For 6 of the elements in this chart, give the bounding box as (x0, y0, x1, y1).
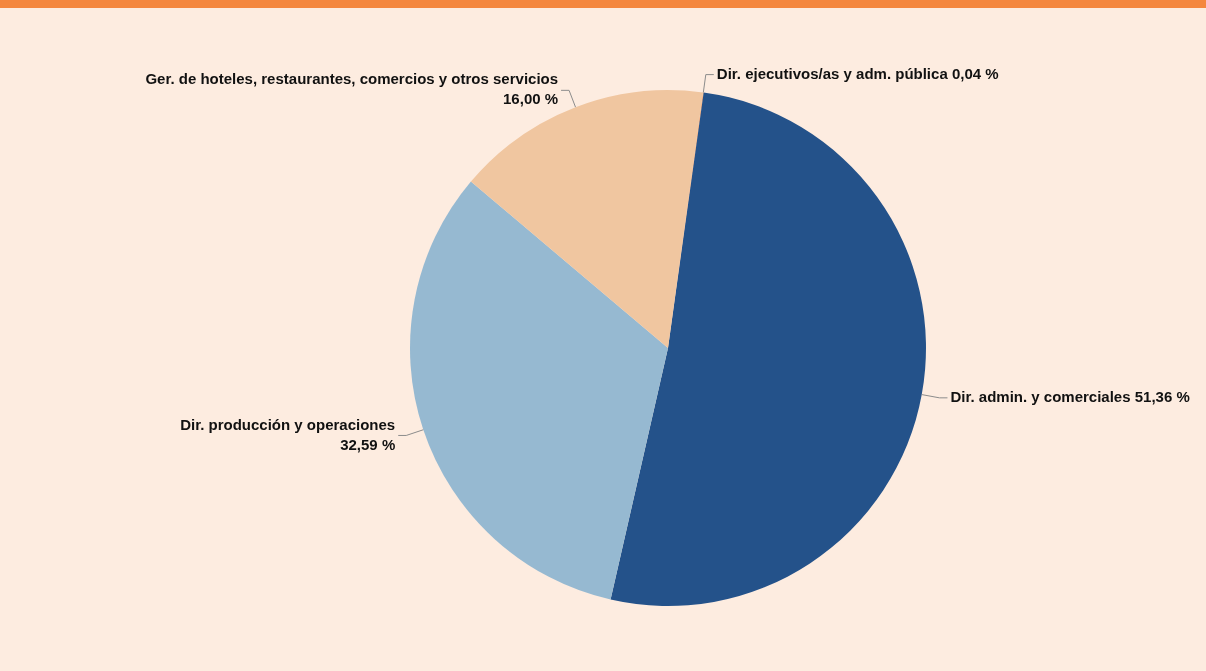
slice-label: Ger. de hoteles, restaurantes, comercios y otros servicios (145, 70, 559, 88)
slice-label: Dir. admin. y comerciales 51,36 % (950, 387, 1190, 405)
data-label: 16,00 % (503, 90, 559, 108)
slice-label: Dir. ejecutivos/as y adm. pública 0,04 % (716, 64, 999, 82)
data-label: 32,59 % (340, 435, 396, 453)
slice-label: Dir. producción y operaciones (180, 415, 396, 433)
